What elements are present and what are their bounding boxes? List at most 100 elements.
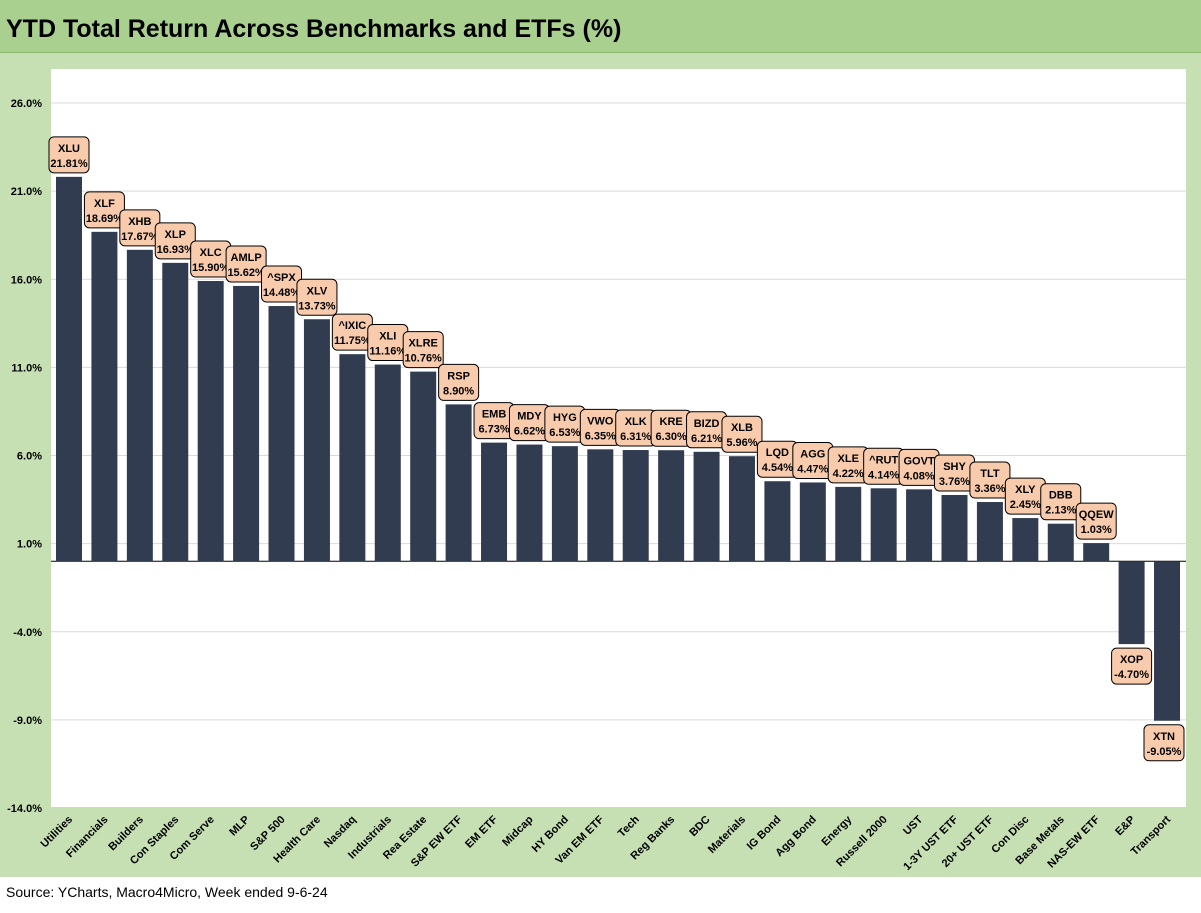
data-label-value: 4.08% <box>903 470 934 482</box>
data-label-box <box>1075 502 1117 540</box>
bar <box>835 486 862 562</box>
bar <box>764 481 791 562</box>
bar <box>941 494 968 562</box>
data-label-box <box>438 363 480 401</box>
x-tick-label: Tech <box>616 813 642 839</box>
data-label-ticker: XHB <box>128 216 151 228</box>
data-label-ticker: AMLP <box>231 252 262 264</box>
x-tick-label: Midcap <box>500 813 535 848</box>
data-label-value: 2.13% <box>1045 505 1076 517</box>
data-label-ticker: LQD <box>766 447 789 459</box>
data-label: ^RUT 4.14% <box>863 447 905 485</box>
data-label-value: 15.62% <box>227 267 265 279</box>
data-label-value: 4.14% <box>868 469 899 481</box>
data-label-ticker: XLC <box>200 247 222 259</box>
y-tick-label: 21.0% <box>11 186 42 198</box>
data-label-box <box>402 331 444 369</box>
data-label-value: -9.05% <box>1147 746 1182 758</box>
bar <box>870 488 897 562</box>
data-label: HYG 6.53% <box>544 405 586 443</box>
data-label-value: 11.75% <box>334 335 371 347</box>
data-label-box <box>296 278 338 316</box>
y-tick-label: 6.0% <box>17 451 42 463</box>
data-label-ticker: BIZD <box>694 418 720 430</box>
data-label-value: 6.73% <box>478 424 509 436</box>
data-label-ticker: SHY <box>943 461 966 473</box>
data-label: AMLP 15.62% <box>225 245 267 283</box>
x-tick-label: E&P <box>1113 814 1137 838</box>
bar <box>445 404 472 562</box>
data-label: XLC 15.90% <box>190 240 232 278</box>
data-label: XLU 21.81% <box>48 136 90 174</box>
bar <box>516 444 543 562</box>
data-label: RSP 8.90% <box>438 363 480 401</box>
data-label: XLY 2.45% <box>1004 477 1046 515</box>
data-label-ticker: XLY <box>1015 484 1036 496</box>
data-label-value: 14.48% <box>263 287 301 299</box>
data-label-ticker: QQEW <box>1079 509 1114 521</box>
chart-title: YTD Total Return Across Benchmarks and E… <box>6 15 622 43</box>
data-label: TLT 3.36% <box>969 461 1011 499</box>
bar <box>622 450 649 562</box>
data-label-value: 18.69% <box>86 213 124 225</box>
data-label: XLP 16.93% <box>154 222 196 260</box>
data-label-ticker: XOP <box>1120 654 1143 666</box>
data-label-ticker: VWO <box>587 415 614 427</box>
data-label: ^IXIC 11.75% <box>331 313 373 351</box>
bar <box>799 482 826 562</box>
data-label-value: 8.90% <box>443 385 474 397</box>
data-label-ticker: XTN <box>1153 731 1175 743</box>
bar <box>56 176 82 562</box>
data-label-value: 6.30% <box>656 431 687 443</box>
data-label-ticker: XLRE <box>409 338 438 350</box>
data-label: XLI 11.16% <box>367 324 409 362</box>
y-tick-label: -9.0% <box>13 715 42 727</box>
data-label-ticker: ^IXIC <box>338 320 366 332</box>
data-label-ticker: RSP <box>447 370 470 382</box>
data-label-ticker: ^SPX <box>267 272 296 284</box>
bar <box>162 262 189 562</box>
data-label: QQEW 1.03% <box>1075 502 1117 540</box>
data-label-ticker: AGG <box>800 448 825 460</box>
data-label-box <box>225 245 267 283</box>
x-tick-label: Materials <box>706 814 748 856</box>
data-label: XLV 13.73% <box>296 278 338 316</box>
data-label-value: 6.53% <box>549 427 580 439</box>
data-label-ticker: XLU <box>58 143 80 155</box>
data-label-value: 2.45% <box>1010 499 1041 511</box>
data-label-ticker: XLI <box>379 331 396 343</box>
data-label-value: 3.76% <box>939 476 970 488</box>
x-tick-label: MLP <box>227 814 252 839</box>
data-label: ^SPX 14.48% <box>261 265 303 303</box>
data-label-ticker: DBB <box>1049 490 1073 502</box>
data-label: AGG 4.47% <box>792 441 834 479</box>
data-label-value: 11.16% <box>369 346 406 358</box>
data-label-value: 4.22% <box>833 468 864 480</box>
data-label-ticker: XLE <box>838 453 859 465</box>
data-label-ticker: XLF <box>94 198 115 210</box>
data-label-ticker: HYG <box>553 412 577 424</box>
bar <box>410 371 437 562</box>
bar <box>339 354 366 562</box>
data-label-box <box>721 415 763 453</box>
data-label: GOVT 4.08% <box>898 448 940 486</box>
x-tick-label: BDC <box>687 814 712 839</box>
data-label: EMB 6.73% <box>473 402 515 440</box>
data-label-ticker: KRE <box>660 416 683 428</box>
data-label: KRE 6.30% <box>650 409 692 447</box>
data-label-box <box>1111 647 1153 685</box>
data-label-ticker: TLT <box>980 468 1000 480</box>
bar <box>1012 518 1039 562</box>
bar <box>1083 543 1110 562</box>
data-label: DBB 2.13% <box>1040 483 1082 521</box>
bar <box>126 249 153 562</box>
data-label-value: 5.96% <box>726 437 757 449</box>
y-tick-label: 26.0% <box>11 98 42 110</box>
data-label-box <box>1040 483 1082 521</box>
bar <box>976 502 1003 562</box>
data-label: XLRE 10.76% <box>402 331 444 369</box>
data-label-value: 6.35% <box>585 430 616 442</box>
bar <box>91 231 118 562</box>
data-label-value: 6.62% <box>514 426 545 438</box>
